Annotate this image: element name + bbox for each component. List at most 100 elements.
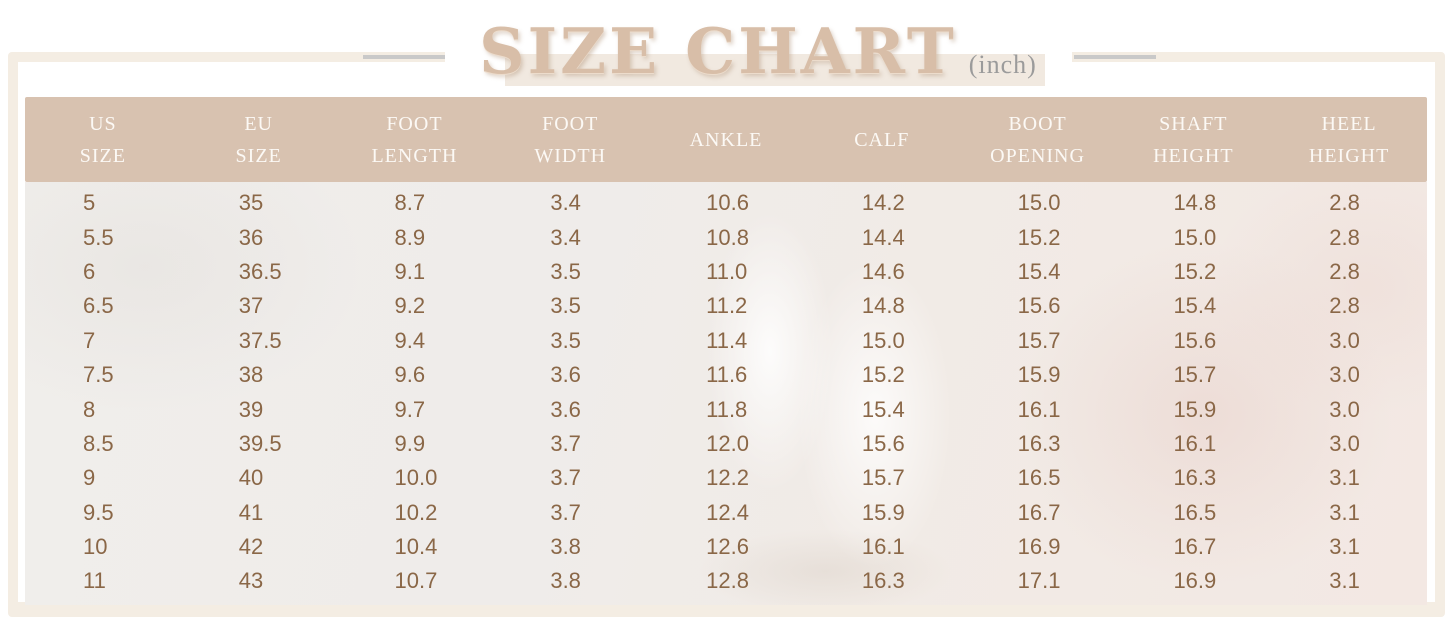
table-cell: 5 — [83, 190, 96, 216]
table-cell: 2.8 — [1329, 224, 1360, 250]
size-table-header-row: US SIZE EU SIZE FOOT LENGTH FOOT WIDTH ANKLE CALF… — [25, 97, 1427, 182]
table-cell: 3.7 — [550, 430, 581, 456]
table-cell: 3.5 — [550, 293, 581, 319]
table-cell: 15.0 — [1017, 190, 1061, 216]
table-cell: 16.3 — [1173, 465, 1217, 491]
title-unit-label: (inch) — [968, 50, 1037, 79]
table-cell: 2.8 — [1329, 190, 1360, 216]
table-cell: 16.9 — [1173, 568, 1217, 594]
table-cell: 14.8 — [1173, 190, 1217, 216]
table-cell: 15.6 — [1017, 293, 1061, 319]
table-cell: 42 — [238, 534, 264, 560]
table-cell: 11.8 — [706, 396, 748, 422]
table-cell: 12.6 — [706, 534, 749, 560]
title-highlight-band — [505, 54, 1045, 86]
table-cell: 15.2 — [1173, 258, 1217, 284]
column-header: FOOT LENGTH — [371, 112, 458, 167]
table-cell: 10.6 — [706, 190, 749, 216]
table-cell: 3.8 — [550, 568, 581, 594]
table-cell: 8.9 — [394, 224, 426, 250]
table-cell: 39 — [238, 396, 264, 422]
table-row: 7 37.5 9.4 3.5 11.4 15.0 15.7 15.6 3.0 — [25, 324, 1427, 358]
table-cell: 6 — [83, 258, 96, 284]
table-cell: 15.4 — [1017, 258, 1061, 284]
table-cell: 3.0 — [1329, 327, 1360, 353]
table-cell: 16.5 — [1173, 499, 1217, 525]
table-cell: 36 — [238, 224, 264, 250]
table-cell: 14.4 — [861, 224, 905, 250]
table-cell: 6.5 — [83, 293, 114, 319]
table-cell: 41 — [238, 499, 264, 525]
table-cell: 15.7 — [1017, 327, 1061, 353]
table-cell: 10.8 — [706, 224, 749, 250]
table-cell: 17.1 — [1017, 568, 1061, 594]
table-cell: 37 — [238, 293, 264, 319]
table-cell: 16.5 — [1017, 465, 1061, 491]
table-cell: 3.0 — [1329, 430, 1360, 456]
page-title: SIZE CHART — [479, 14, 957, 88]
table-cell: 16.1 — [861, 534, 905, 560]
table-cell: 3.1 — [1329, 465, 1360, 491]
table-cell: 9.1 — [394, 258, 426, 284]
table-cell: 11.6 — [706, 362, 748, 388]
table-cell: 3.6 — [550, 396, 581, 422]
table-cell: 15.9 — [1173, 396, 1217, 422]
column-header: BOOT OPENING — [990, 112, 1085, 167]
table-row: 6 36.5 9.1 3.5 11.0 14.6 15.4 15.2 2.8 — [25, 255, 1427, 289]
table-cell: 16.7 — [1017, 499, 1061, 525]
column-header: ANKLE — [689, 128, 763, 151]
table-cell: 37.5 — [238, 327, 282, 353]
table-row: 9.5 41 10.2 3.7 12.4 15.9 16.7 16.5 3.1 — [25, 496, 1427, 530]
table-cell: 3.8 — [550, 534, 581, 560]
table-cell: 3.6 — [550, 362, 581, 388]
table-cell: 12.4 — [706, 499, 749, 525]
table-cell: 3.0 — [1329, 396, 1360, 422]
table-cell: 14.8 — [861, 293, 905, 319]
table-cell: 9.5 — [83, 499, 114, 525]
table-row: 10 42 10.4 3.8 12.6 16.1 16.9 16.7 3.1 — [25, 530, 1427, 564]
table-cell: 15.4 — [1173, 293, 1217, 319]
table-cell: 15.6 — [861, 430, 905, 456]
table-cell: 39.5 — [238, 430, 282, 456]
table-row: 8.5 39.5 9.9 3.7 12.0 15.6 16.3 16.1 3.0 — [25, 427, 1427, 461]
table-cell: 15.9 — [861, 499, 905, 525]
table-cell: 7.5 — [83, 362, 114, 388]
table-cell: 15.2 — [861, 362, 905, 388]
table-cell: 15.9 — [1017, 362, 1061, 388]
table-cell: 9.6 — [394, 362, 426, 388]
table-row: 5.5 36 8.9 3.4 10.8 14.4 15.2 15.0 2.8 — [25, 220, 1427, 254]
table-cell: 2.8 — [1329, 258, 1360, 284]
table-cell: 3.1 — [1329, 499, 1360, 525]
table-cell: 9 — [83, 465, 96, 491]
table-cell: 15.0 — [861, 327, 905, 353]
table-cell: 11 — [83, 568, 106, 594]
table-cell: 43 — [238, 568, 264, 594]
table-cell: 10 — [83, 534, 108, 560]
title-row: SIZE CHART (inch) — [448, 14, 1068, 88]
table-cell: 9.4 — [394, 327, 426, 353]
table-row: 9 40 10.0 3.7 12.2 15.7 16.5 16.3 3.1 — [25, 461, 1427, 495]
column-header: EU SIZE — [235, 112, 282, 167]
table-cell: 15.7 — [861, 465, 905, 491]
table-cell: 3.7 — [550, 465, 581, 491]
table-cell: 10.4 — [394, 534, 438, 560]
table-cell: 15.6 — [1173, 327, 1217, 353]
table-cell: 12.8 — [706, 568, 749, 594]
table-cell: 10.2 — [394, 499, 438, 525]
size-table: US SIZE EU SIZE FOOT LENGTH FOOT WIDTH ANKLE CALF… — [25, 97, 1427, 605]
table-cell: 11.2 — [706, 293, 748, 319]
table-cell: 16.1 — [1173, 430, 1217, 456]
table-cell: 11.4 — [706, 327, 748, 353]
table-row: 11 43 10.7 3.8 12.8 16.3 17.1 16.9 3.1 — [25, 564, 1427, 598]
table-cell: 12.0 — [706, 430, 749, 456]
table-cell: 14.2 — [861, 190, 905, 216]
table-cell: 16.3 — [1017, 430, 1061, 456]
table-row: 6.5 37 9.2 3.5 11.2 14.8 15.6 15.4 2.8 — [25, 289, 1427, 323]
table-cell: 15.0 — [1173, 224, 1217, 250]
table-cell: 14.6 — [861, 258, 905, 284]
column-header: HEEL HEIGHT — [1308, 112, 1390, 167]
table-cell: 16.1 — [1017, 396, 1061, 422]
column-header: SHAFT HEIGHT — [1153, 112, 1234, 167]
table-cell: 10.0 — [394, 465, 438, 491]
table-cell: 9.9 — [394, 430, 426, 456]
